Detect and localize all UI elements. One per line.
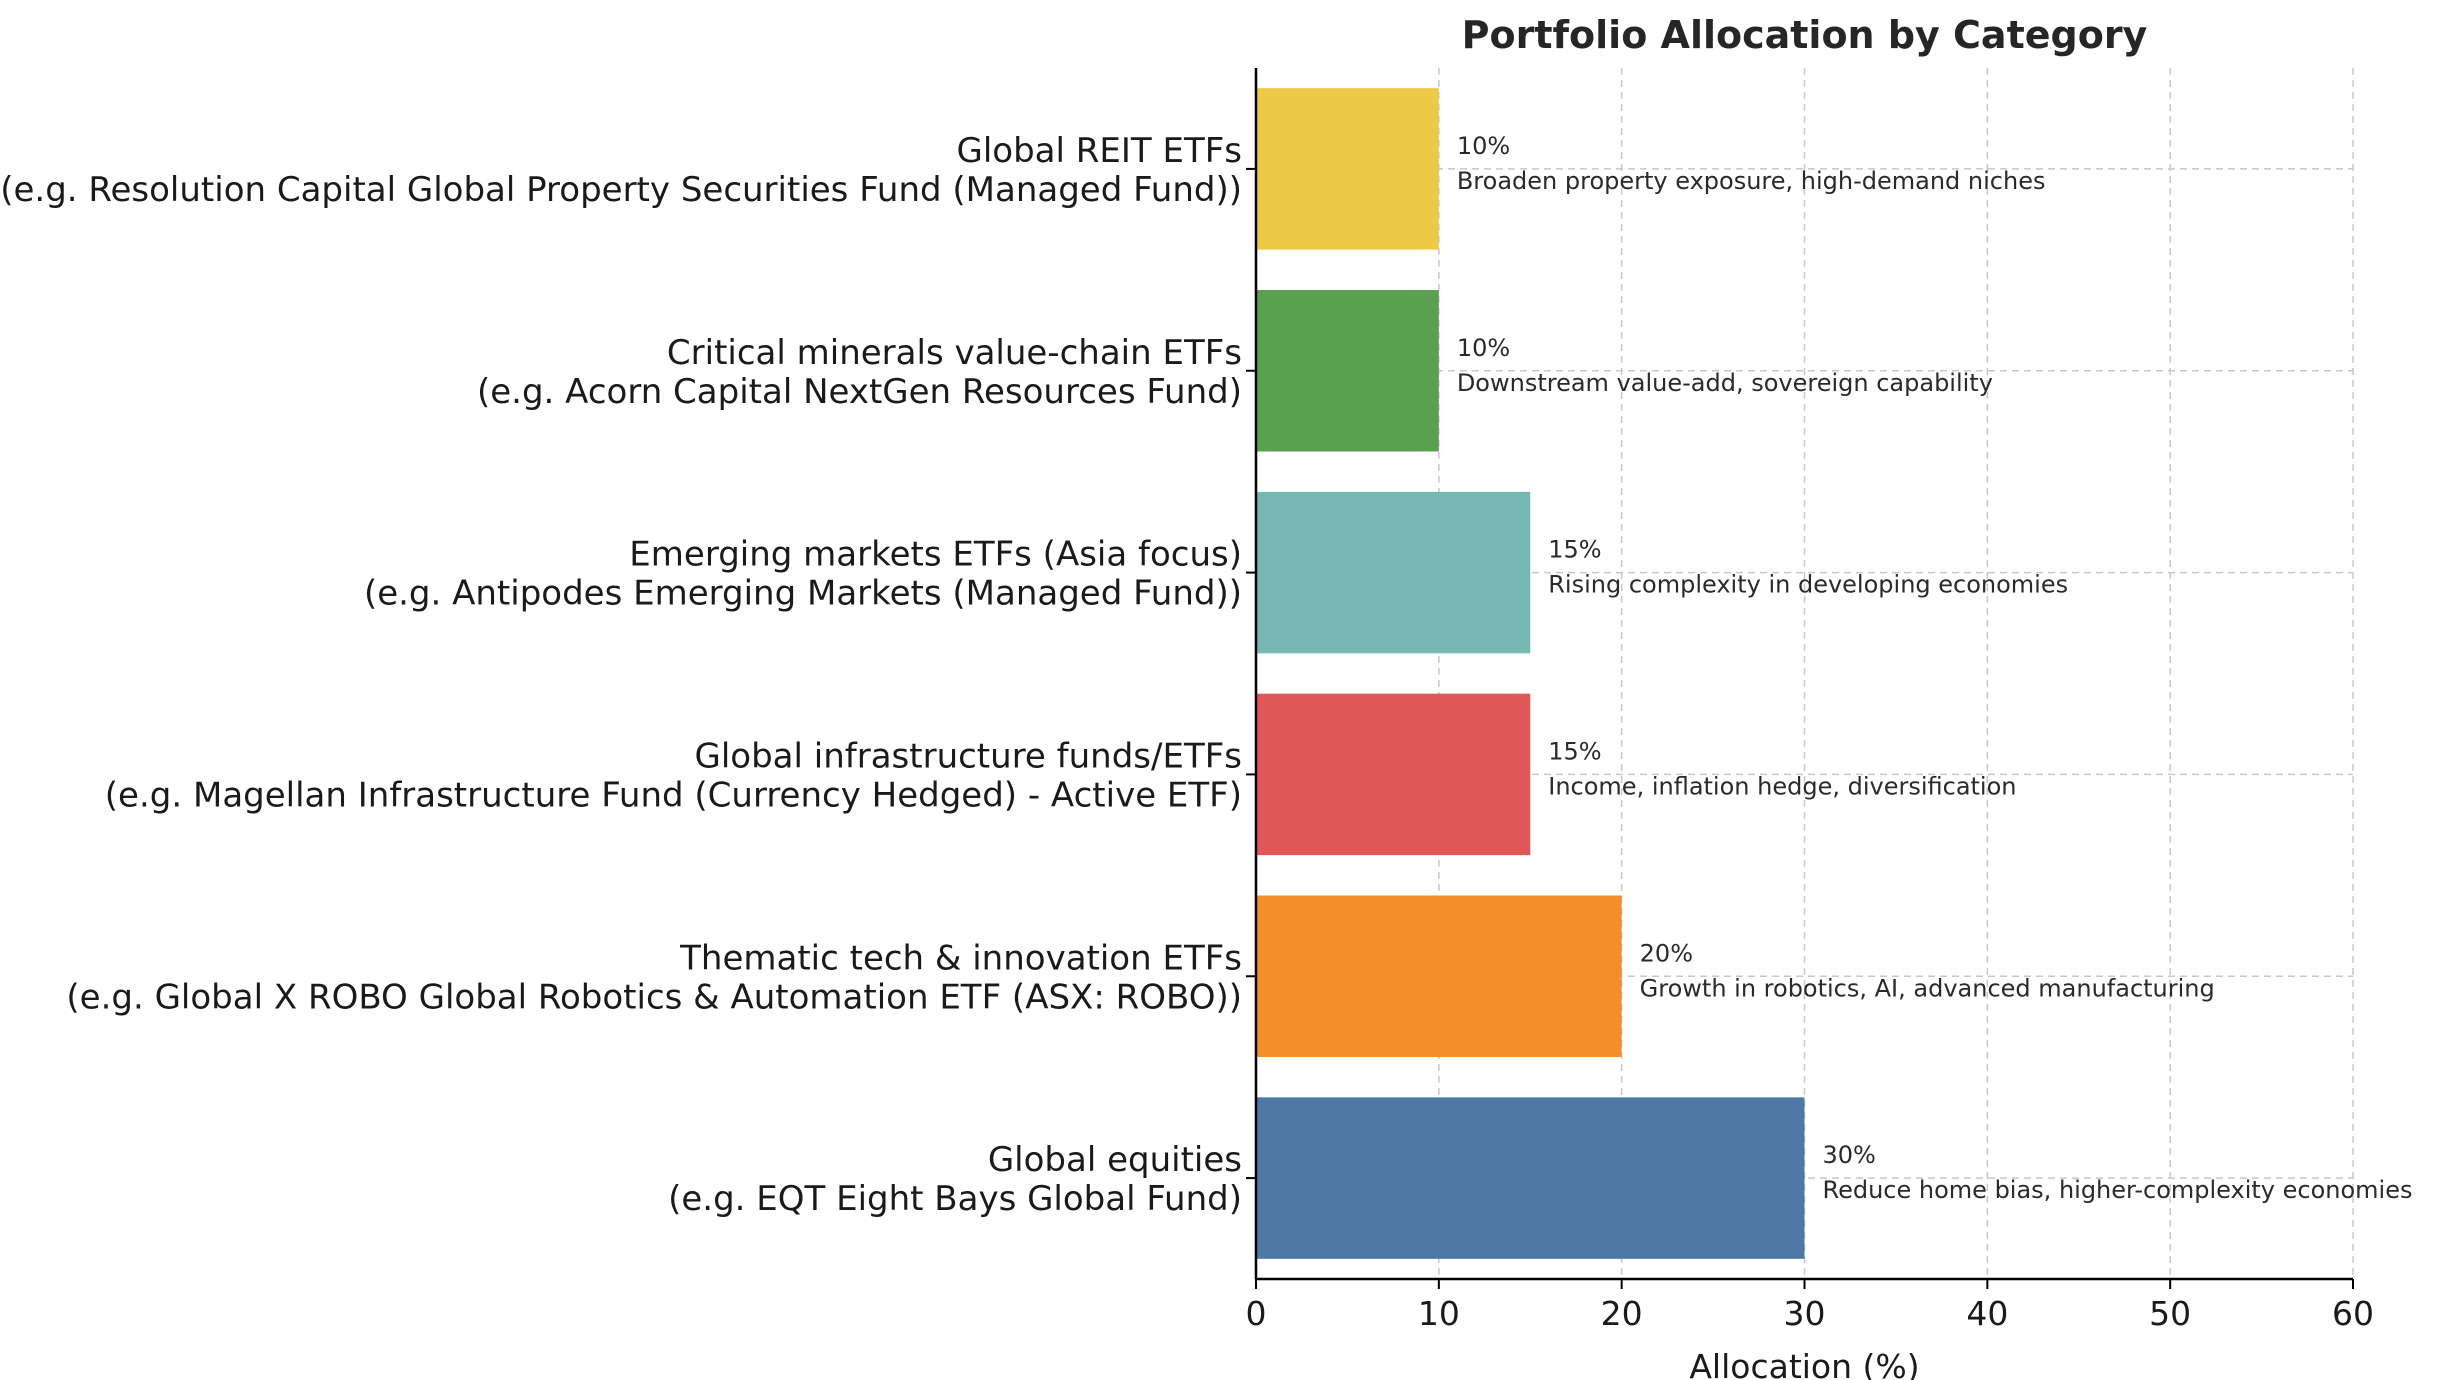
x-tick-label: 10 bbox=[1418, 1294, 1460, 1333]
annotation-label: Broaden property exposure, high-demand n… bbox=[1457, 167, 2046, 195]
category-label: Global infrastructure funds/ETFs bbox=[695, 736, 1243, 776]
annotation-label: Growth in robotics, AI, advanced manufac… bbox=[1640, 974, 2215, 1002]
annotation-label: Reduce home bias, higher-complexity econ… bbox=[1823, 1176, 2413, 1204]
x-tick-label: 60 bbox=[2332, 1294, 2374, 1333]
value-label: 10% bbox=[1457, 334, 1510, 362]
chart-title: Portfolio Allocation by Category bbox=[1462, 13, 2148, 57]
value-label: 10% bbox=[1457, 132, 1510, 160]
category-example-label: (e.g. Resolution Capital Global Property… bbox=[0, 170, 1242, 210]
x-tick-label: 30 bbox=[1784, 1294, 1826, 1333]
category-example-label: (e.g. Global X ROBO Global Robotics & Au… bbox=[66, 977, 1242, 1017]
axes bbox=[1246, 68, 2354, 1289]
annotation-label: Income, inflation hedge, diversification bbox=[1548, 772, 2016, 800]
bar bbox=[1256, 88, 1439, 250]
value-label: 15% bbox=[1548, 737, 1601, 765]
x-axis-label: Allocation (%) bbox=[1689, 1347, 1919, 1380]
category-label: Emerging markets ETFs (Asia focus) bbox=[629, 535, 1242, 575]
annotation-label: Rising complexity in developing economie… bbox=[1548, 571, 2068, 599]
annotation-label: Downstream value-add, sovereign capabili… bbox=[1457, 369, 1993, 397]
x-tick-label: 20 bbox=[1601, 1294, 1643, 1333]
category-label: Critical minerals value-chain ETFs bbox=[667, 333, 1242, 373]
category-label: Global equities bbox=[988, 1140, 1242, 1180]
bar bbox=[1256, 290, 1439, 452]
x-tick-label: 50 bbox=[2149, 1294, 2191, 1333]
x-tick-label: 0 bbox=[1246, 1294, 1267, 1333]
category-label: Global REIT ETFs bbox=[957, 131, 1243, 171]
bar bbox=[1256, 693, 1531, 856]
category-example-label: (e.g. Magellan Infrastructure Fund (Curr… bbox=[105, 775, 1242, 815]
value-label: 15% bbox=[1548, 536, 1601, 564]
labels: 0 10 20 30 40 50 60 Global equities(e.g. EQT Ei… bbox=[0, 131, 2412, 1333]
bar bbox=[1256, 895, 1622, 1057]
category-example-label: (e.g. Acorn Capital NextGen Resources Fu… bbox=[477, 372, 1242, 412]
value-label: 20% bbox=[1640, 939, 1693, 967]
bar bbox=[1256, 491, 1531, 654]
category-example-label: (e.g. Antipodes Emerging Markets (Manage… bbox=[364, 574, 1242, 614]
x-tick-label: 40 bbox=[1966, 1294, 2008, 1333]
category-label: Thematic tech & innovation ETFs bbox=[679, 938, 1242, 978]
value-label: 30% bbox=[1823, 1141, 1876, 1169]
bars bbox=[1256, 88, 1805, 1259]
bar bbox=[1256, 1097, 1805, 1259]
category-example-label: (e.g. EQT Eight Bays Global Fund) bbox=[668, 1179, 1242, 1219]
